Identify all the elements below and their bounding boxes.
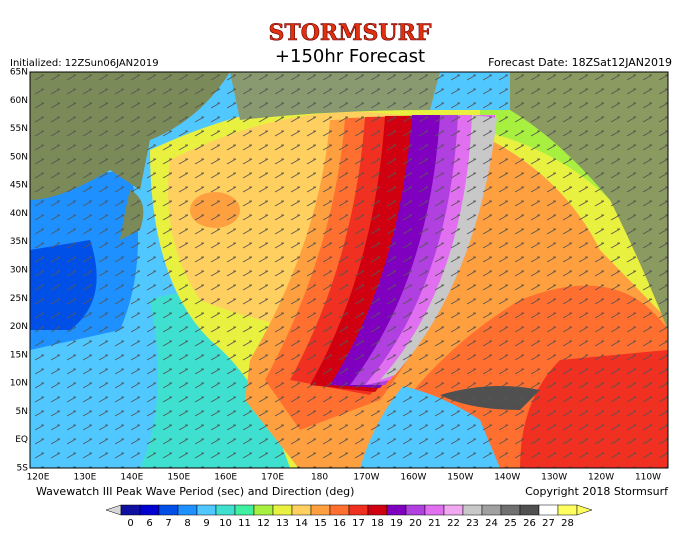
colorbar-label: 22	[447, 518, 460, 529]
colorbar-swatch	[177, 504, 198, 516]
colorbar: 0 6 7 8 9 10 11 12 13 14 15 16 17 18 19 20 21 22 23 24 25 26 2…	[105, 504, 593, 529]
colorbar-label: 6	[146, 518, 152, 529]
colorbar-swatch	[139, 504, 160, 516]
lon-label: 160E	[214, 473, 237, 483]
lon-labels: 120E 130E 140E 150E 160E 170E 180 170W 160W 150W 1…	[27, 473, 662, 483]
colorbar-swatch	[253, 504, 274, 516]
colorbar-label: 21	[428, 518, 441, 529]
lat-label: 60N	[10, 96, 28, 106]
colorbar-label: 12	[257, 518, 270, 529]
lon-label: 110W	[635, 473, 661, 483]
lat-label: 20N	[10, 322, 28, 332]
colorbar-swatch	[196, 504, 217, 516]
colorbar-label: 23	[466, 518, 479, 529]
lat-label: 5S	[17, 464, 29, 474]
lat-label: 40N	[10, 209, 28, 219]
colorbar-swatch	[120, 504, 141, 516]
colorbar-label: 19	[390, 518, 403, 529]
forecast-title: +150hr Forecast	[275, 46, 425, 67]
colorbar-swatch	[424, 504, 445, 516]
map	[30, 72, 668, 468]
colorbar-label: 9	[203, 518, 209, 529]
colorbar-swatch	[443, 504, 464, 516]
colorbar-swatch	[348, 504, 369, 516]
lon-label: 140W	[494, 473, 520, 483]
colorbar-label: 26	[523, 518, 536, 529]
colorbar-label: 16	[333, 518, 346, 529]
colorbar-label: 13	[276, 518, 289, 529]
lon-label: 140E	[120, 473, 143, 483]
initialized: Initialized: 12ZSun06JAN2019	[10, 58, 159, 69]
map-frame	[29, 71, 669, 469]
colorbar-swatch	[538, 504, 559, 516]
colorbar-swatch	[215, 504, 236, 516]
colorbar-label: 14	[295, 518, 308, 529]
lon-label: 130E	[73, 473, 96, 483]
colorbar-swatch	[367, 504, 388, 516]
lon-label: 170E	[261, 473, 284, 483]
colorbar-label: 0	[127, 518, 133, 529]
lat-label: 5N	[16, 407, 28, 417]
colorbar-label: 15	[314, 518, 327, 529]
lat-label: 65N	[10, 68, 28, 78]
colorbar-label: 24	[485, 518, 498, 529]
lat-label: 50N	[10, 152, 28, 162]
colorbar-swatch	[557, 504, 578, 516]
lat-label: 25N	[10, 294, 28, 304]
lat-label: 15N	[10, 350, 28, 360]
lat-label: 45N	[10, 181, 28, 191]
colorbar-swatch	[519, 504, 540, 516]
colorbar-under	[105, 504, 122, 516]
colorbar-swatch	[291, 504, 312, 516]
colorbar-swatch	[481, 504, 502, 516]
colorbar-label: 10	[219, 518, 232, 529]
colorbar-swatch	[329, 504, 350, 516]
lat-label: EQ	[15, 435, 28, 445]
lat-labels: 65N 60N 55N 50N 45N 40N 35N 30N 25N 20N 15N 10N 5N EQ…	[10, 68, 28, 474]
colorbar-swatch	[500, 504, 521, 516]
colorbar-swatch	[462, 504, 483, 516]
lon-label: 150W	[447, 473, 473, 483]
colorbar-swatch	[405, 504, 426, 516]
copyright: Copyright 2018 Stormsurf	[525, 485, 669, 498]
lat-label: 55N	[10, 124, 28, 134]
colorbar-swatch	[234, 504, 255, 516]
colorbar-label: 11	[238, 518, 251, 529]
colorbar-label: 18	[371, 518, 384, 529]
colorbar-label: 8	[184, 518, 190, 529]
colorbar-label: 28	[561, 518, 574, 529]
colorbar-swatch	[158, 504, 179, 516]
lon-label: 150E	[167, 473, 190, 483]
caption: Wavewatch III Peak Wave Period (sec) and…	[36, 485, 354, 498]
colorbar-label: 25	[504, 518, 517, 529]
colorbar-label: 7	[165, 518, 171, 529]
colorbar-swatch	[272, 504, 293, 516]
direction-arrows	[30, 72, 668, 468]
lon-label: 160W	[400, 473, 426, 483]
lon-label: 130W	[541, 473, 567, 483]
lat-label: 10N	[10, 379, 28, 389]
forecast-date: Forecast Date: 18ZSat12JAN2019	[488, 56, 672, 69]
colorbar-label: 17	[352, 518, 365, 529]
lon-label: 120E	[27, 473, 50, 483]
colorbar-swatch	[310, 504, 331, 516]
colorbar-label: 20	[409, 518, 422, 529]
lon-label: 120W	[588, 473, 614, 483]
colorbar-swatch	[386, 504, 407, 516]
lon-label: 170W	[353, 473, 379, 483]
lat-label: 30N	[10, 266, 28, 276]
colorbar-label: 27	[542, 518, 555, 529]
colorbar-over	[576, 504, 593, 516]
lat-label: 35N	[10, 237, 28, 247]
logo: STORMSURF	[268, 20, 431, 46]
lon-label: 180	[311, 473, 328, 483]
